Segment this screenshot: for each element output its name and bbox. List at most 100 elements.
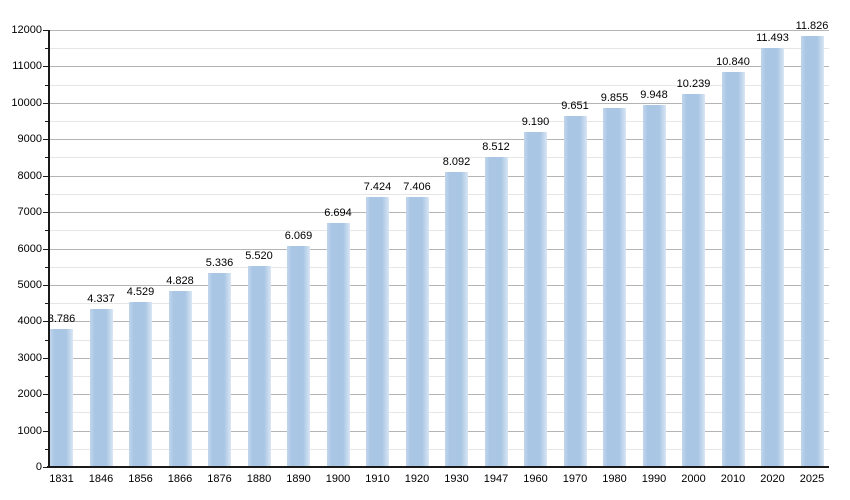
bar-1947 [484, 157, 508, 467]
y-axis-label: 0 [35, 461, 42, 473]
bar-1960 [524, 132, 547, 467]
x-axis-label: 1910 [365, 473, 390, 485]
bar-value-label: 7.406 [403, 181, 431, 194]
gridline-minor [49, 84, 829, 86]
bar-value-label: 9.948 [640, 88, 668, 101]
bar-1910 [366, 196, 389, 467]
x-axis-label: 1980 [602, 473, 627, 485]
gridline-minor [49, 193, 829, 195]
y-axis-tick [43, 321, 49, 323]
gridline-minor [49, 375, 829, 377]
gridline-major [49, 284, 829, 286]
x-axis-label: 1900 [325, 473, 351, 485]
y-axis-tick [43, 248, 49, 250]
x-axis-label: 1876 [207, 473, 232, 485]
y-axis-tick [43, 30, 49, 31]
bar-value-label: 11.826 [795, 20, 829, 33]
bar-2020 [761, 48, 784, 467]
gridline-minor [49, 48, 829, 50]
gridline-major [49, 394, 829, 396]
bar-2000 [682, 94, 705, 467]
y-axis-label: 2000 [17, 388, 42, 401]
y-axis-tick [43, 102, 49, 104]
y-axis-tick [43, 139, 49, 141]
bar-1866 [168, 291, 192, 467]
gridline-minor [49, 266, 829, 268]
bar-value-label: 10.840 [716, 56, 750, 69]
bar-1980 [603, 108, 626, 467]
y-axis-tick [43, 430, 49, 432]
bar-1970 [563, 115, 587, 467]
gridline-major [49, 357, 829, 359]
y-axis-tick [45, 48, 49, 50]
x-axis-label: 1960 [523, 473, 548, 485]
gridline-minor [49, 412, 829, 414]
bar-1880 [247, 265, 271, 467]
x-axis-label: 1856 [128, 473, 153, 485]
x-axis-label: 1990 [641, 473, 667, 485]
bar-1990 [642, 104, 666, 467]
gridline-minor [49, 121, 829, 123]
x-axis-label: 2025 [799, 473, 825, 485]
bar-value-label: 8.512 [482, 141, 510, 154]
x-axis-label: 1831 [49, 473, 74, 485]
gridline-major [49, 321, 829, 323]
bar-value-label: 11.493 [756, 32, 789, 45]
x-axis-label: 1947 [483, 473, 509, 485]
y-axis-tick [45, 412, 49, 414]
x-axis-label: 1930 [444, 473, 469, 485]
y-axis-label: 12000 [11, 24, 42, 36]
y-axis-tick [43, 467, 49, 468]
bar-value-label: 3.786 [47, 313, 76, 326]
y-axis-tick [43, 394, 49, 396]
bar-1856 [129, 302, 152, 467]
y-axis-tick [45, 84, 49, 86]
gridline-major [49, 102, 829, 104]
y-axis-label: 10000 [11, 96, 42, 109]
bar-value-label: 10.239 [676, 78, 711, 91]
bar-1920 [405, 197, 429, 467]
x-axis-label: 1846 [88, 473, 114, 485]
bar-value-label: 5.336 [205, 256, 234, 269]
y-axis-tick [45, 266, 49, 268]
gridline-minor [49, 448, 829, 450]
y-axis-label: 11000 [12, 60, 42, 73]
bar-value-label: 4.828 [166, 275, 194, 288]
gridline-minor [49, 339, 829, 341]
y-axis-tick [43, 284, 49, 286]
gridline-major [49, 30, 829, 31]
y-axis-label: 7000 [17, 206, 42, 219]
y-axis-tick [45, 375, 49, 377]
y-axis-label: 5000 [17, 278, 42, 291]
bar-value-label: 7.424 [363, 180, 392, 193]
y-axis-tick [45, 339, 49, 341]
x-axis-label: 1890 [286, 473, 311, 485]
y-axis-tick [45, 121, 49, 123]
y-axis-label: 8000 [17, 169, 42, 182]
x-axis-label: 1866 [167, 473, 193, 485]
bar-1846 [89, 309, 113, 467]
gridline-minor [49, 303, 829, 305]
y-axis-tick [43, 212, 49, 214]
y-axis-tick [43, 175, 49, 177]
bar-1930 [445, 172, 468, 467]
bar-value-label: 8.092 [442, 156, 471, 169]
gridline-minor [49, 157, 829, 159]
y-axis-label: 3000 [17, 351, 42, 364]
x-axis-baseline [47, 466, 829, 468]
y-axis-tick [45, 303, 49, 305]
bar-1831 [50, 329, 73, 467]
gridline-major [49, 430, 829, 432]
bar-2025 [800, 36, 824, 467]
x-axis-label: 2010 [720, 473, 746, 485]
bar-2010 [721, 72, 745, 467]
y-axis-label: 1000 [17, 424, 42, 437]
gridline-major [49, 139, 829, 141]
y-axis-label: 6000 [17, 242, 42, 255]
y-axis-tick [43, 66, 49, 68]
bar-value-label: 6.694 [324, 207, 352, 220]
bar-1900 [326, 223, 350, 467]
y-axis-label: 4000 [17, 315, 42, 328]
gridline-minor [49, 230, 829, 232]
